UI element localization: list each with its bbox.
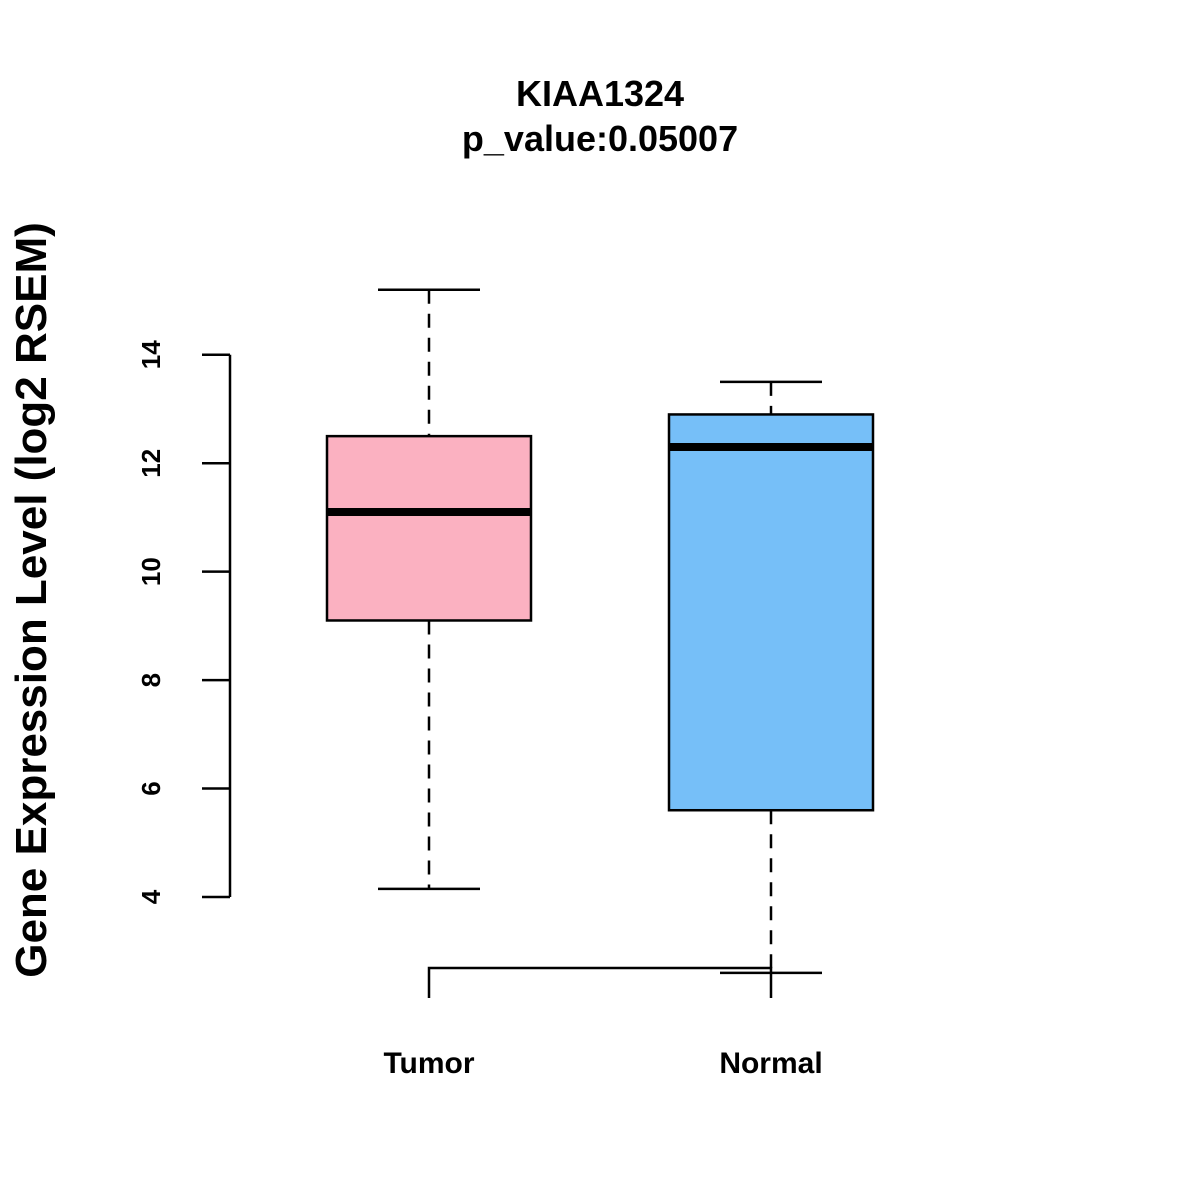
chart-subtitle: p_value:0.05007 [462,118,738,159]
box-tumor [325,288,533,891]
x-category-label: Normal [719,1047,822,1080]
bracket-line [427,966,773,998]
y-axis-label: Gene Expression Level (log2 RSEM) [7,222,56,978]
comparison-bracket [427,966,773,998]
x-axis-labels: Tumor Normal [383,1047,822,1080]
y-axis: 4 6 8 10 12 14 [136,340,232,904]
iqr-box [667,413,875,812]
x-category-label: Tumor [383,1047,474,1080]
y-tick-label: 14 [136,340,166,369]
chart-title: KIAA1324 [516,73,684,114]
box-normal [667,380,875,975]
iqr-box [325,434,533,622]
y-tick-label: 4 [136,889,166,904]
y-tick-label: 8 [136,673,166,687]
y-tick-label: 12 [136,449,166,478]
boxes-group [325,288,875,975]
y-tick-label: 6 [136,781,166,795]
y-tick-label: 10 [136,557,166,586]
